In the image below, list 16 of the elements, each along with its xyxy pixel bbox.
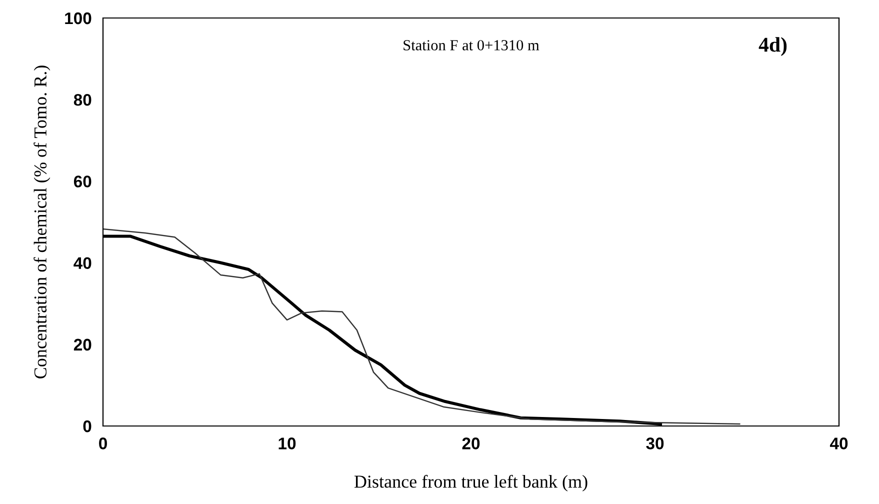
x-tick-label: 0 [99, 438, 107, 450]
x-tick-label: 40 [830, 438, 848, 450]
y-tick-label: 20 [74, 338, 92, 351]
x-tick-label: 10 [278, 438, 296, 450]
y-tick-label: 0 [83, 420, 92, 432]
text: Station F at 0+1310 m [404, 40, 540, 50]
annotation: 4d) [758, 37, 787, 56]
y-axis-title: Concentration of chemical (% of Tomo. R.) [34, 66, 50, 378]
y-tick-label: 100 [65, 12, 92, 24]
y-tick-label: 60 [74, 176, 92, 188]
x-axis-title: Distance from true left bank (m) [354, 474, 588, 492]
x-tick-label: 30 [646, 438, 664, 450]
x-tick-label: 20 [462, 438, 480, 450]
y-tick-label: 40 [74, 257, 92, 270]
line-series [103, 228, 740, 425]
y-tick-label: 80 [74, 94, 92, 106]
